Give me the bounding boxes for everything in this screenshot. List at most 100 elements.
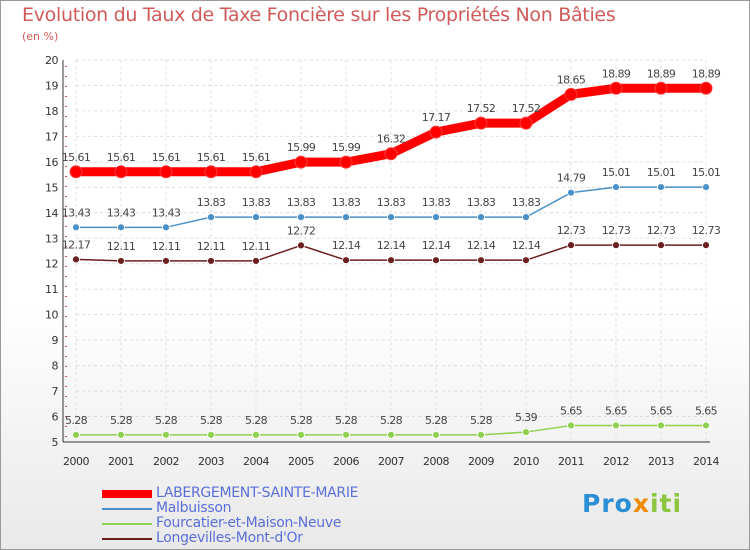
x-tick-label: 2008 (423, 455, 449, 468)
data-label-1: 15.01 (602, 166, 631, 179)
data-label-2: 5.28 (110, 414, 133, 427)
series-point-3 (522, 256, 530, 265)
x-tick-label: 2004 (243, 455, 269, 468)
series-point-2 (207, 430, 215, 439)
data-label-3: 12.14 (332, 239, 361, 252)
y-tick-label: 6 (52, 411, 59, 424)
data-label-0: 15.61 (62, 151, 91, 164)
y-tick-label: 9 (52, 334, 59, 347)
series-point-3 (162, 257, 170, 265)
data-label-3: 12.11 (242, 240, 271, 253)
data-label-2: 5.28 (470, 414, 493, 427)
series-point-1 (252, 213, 260, 222)
series-point-1 (432, 213, 440, 222)
x-tick-label: 2014 (693, 455, 719, 468)
series-point-2 (612, 421, 620, 430)
series-point-3 (207, 257, 215, 265)
x-tick-label: 2012 (603, 455, 629, 468)
series-point-0 (429, 125, 443, 139)
y-tick-label: 10 (45, 309, 58, 322)
data-label-3: 12.72 (287, 224, 316, 237)
data-label-1: 13.83 (512, 196, 541, 209)
y-tick-label: 18 (45, 105, 58, 118)
y-tick-label: 13 (45, 232, 58, 245)
y-tick-label: 16 (45, 156, 58, 169)
series-point-2 (477, 430, 485, 439)
series-point-2 (387, 430, 395, 439)
data-label-3: 12.14 (377, 239, 406, 252)
series-point-3 (612, 241, 620, 250)
series-point-0 (339, 155, 353, 169)
data-label-2: 5.28 (380, 414, 403, 427)
data-label-1: 13.83 (467, 196, 496, 209)
x-tick-label: 2003 (198, 455, 224, 468)
data-label-3: 12.11 (152, 240, 181, 253)
data-label-1: 15.01 (647, 166, 676, 179)
data-label-0: 17.52 (467, 102, 496, 115)
series-point-3 (252, 257, 260, 265)
data-label-3: 12.14 (467, 239, 496, 252)
y-tick-label: 7 (52, 385, 59, 398)
y-tick-label: 20 (45, 54, 58, 67)
series-point-1 (612, 183, 620, 191)
data-label-2: 5.28 (425, 414, 448, 427)
series-point-1 (162, 223, 170, 232)
series-point-2 (162, 430, 170, 439)
data-label-0: 18.89 (692, 67, 721, 80)
series-point-0 (564, 87, 578, 101)
series-point-1 (117, 223, 125, 232)
series-point-0 (699, 81, 713, 95)
series-point-3 (72, 255, 80, 264)
x-tick-label: 2001 (108, 455, 134, 468)
data-label-3: 12.17 (62, 238, 91, 251)
series-point-3 (117, 257, 125, 265)
data-label-2: 5.39 (515, 411, 538, 424)
x-tick-label: 2010 (513, 455, 539, 468)
data-label-2: 5.28 (65, 414, 88, 427)
series-point-0 (249, 165, 263, 179)
data-label-0: 15.99 (332, 141, 361, 154)
series-point-1 (297, 213, 305, 222)
series-point-1 (477, 213, 485, 222)
legend-label: LABERGEMENT-SAINTE-MARIE (156, 485, 359, 501)
series-point-1 (702, 183, 710, 191)
data-label-3: 12.73 (602, 224, 631, 237)
data-label-1: 13.83 (197, 196, 226, 209)
series-point-3 (477, 256, 485, 265)
data-label-1: 13.83 (377, 196, 406, 209)
data-label-3: 12.14 (512, 239, 541, 252)
series-point-0 (294, 155, 308, 169)
data-label-2: 5.28 (200, 414, 223, 427)
series-point-2 (252, 430, 260, 439)
series-point-0 (114, 165, 128, 179)
x-tick-label: 2009 (468, 455, 494, 468)
y-tick-label: 15 (45, 181, 58, 194)
y-tick-label: 8 (52, 360, 59, 373)
series-point-3 (702, 241, 710, 250)
data-label-2: 5.28 (245, 414, 268, 427)
series-point-3 (567, 241, 575, 250)
series-point-1 (72, 223, 80, 232)
series-point-3 (297, 241, 305, 250)
data-label-1: 13.43 (107, 206, 136, 219)
legend-label: Longevilles-Mont-d'Or (156, 530, 303, 546)
data-label-1: 13.83 (422, 196, 451, 209)
series-point-0 (69, 165, 83, 179)
series-point-0 (384, 147, 398, 161)
data-label-1: 13.83 (332, 196, 361, 209)
x-tick-label: 2013 (648, 455, 674, 468)
data-label-0: 15.99 (287, 141, 316, 154)
data-label-1: 13.43 (62, 206, 91, 219)
data-label-1: 14.79 (557, 172, 586, 185)
data-label-0: 18.89 (602, 67, 631, 80)
data-label-1: 13.83 (242, 196, 271, 209)
series-point-0 (474, 116, 488, 130)
data-label-0: 15.61 (242, 151, 271, 164)
data-label-2: 5.28 (155, 414, 178, 427)
data-label-2: 5.65 (605, 404, 628, 417)
legend-swatch (102, 523, 152, 525)
y-tick-label: 12 (45, 258, 58, 271)
series-point-3 (387, 256, 395, 265)
data-label-2: 5.65 (695, 404, 718, 417)
proxiti-logo: Proxiti (582, 489, 683, 518)
